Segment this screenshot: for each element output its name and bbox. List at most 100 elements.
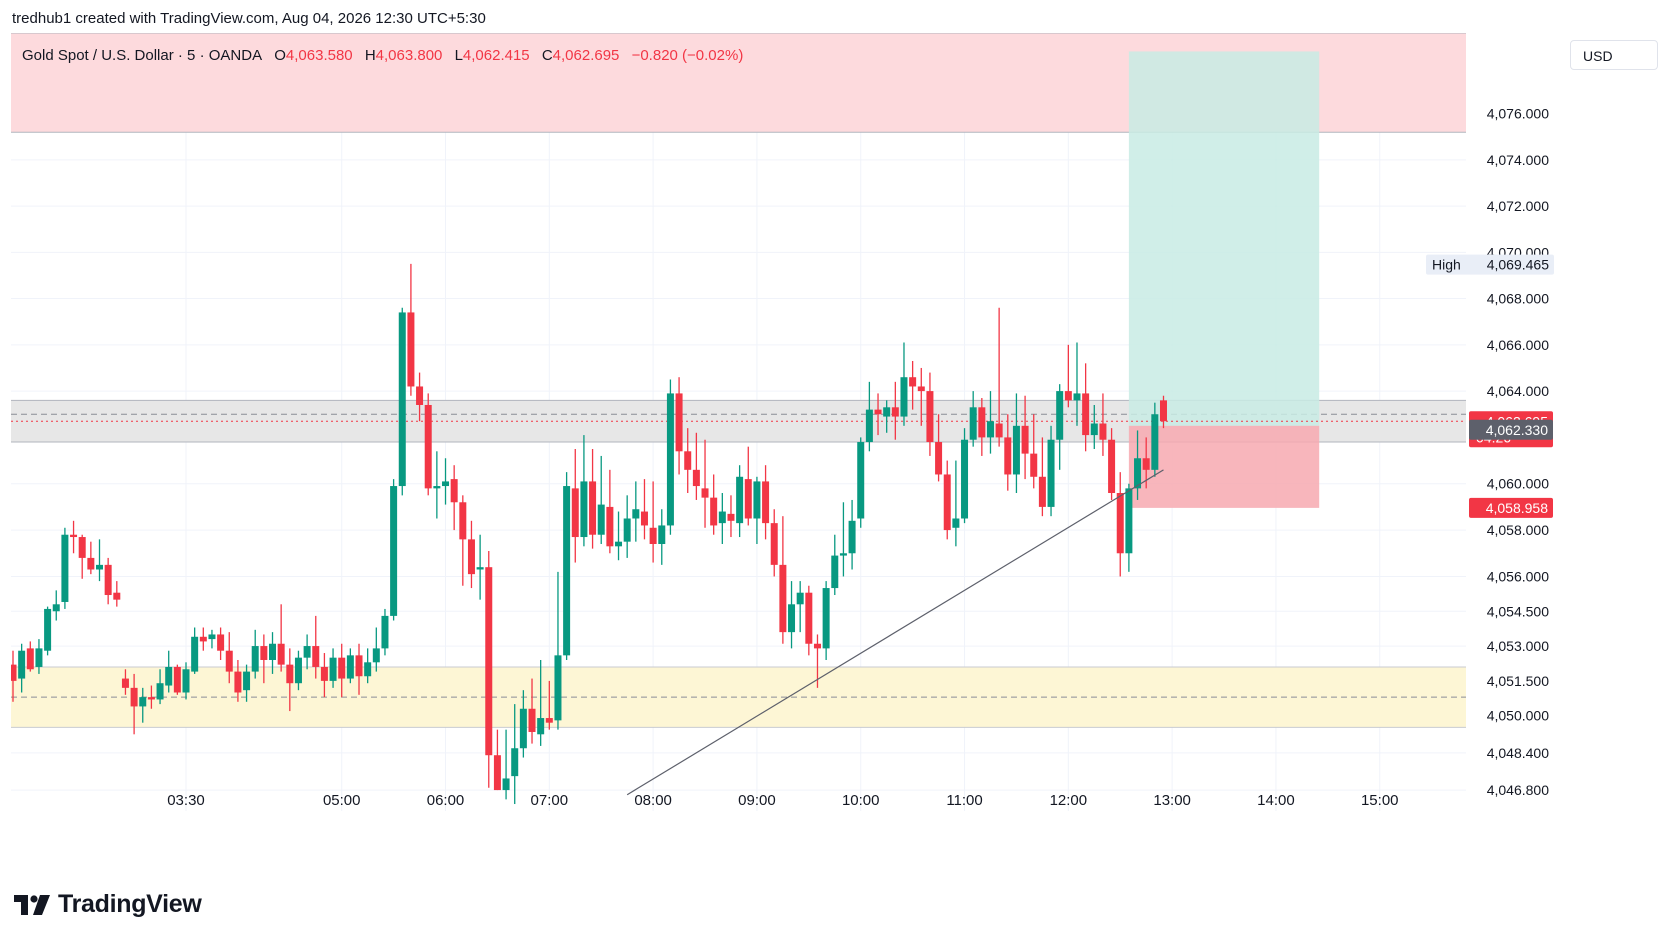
candle[interactable] — [909, 361, 917, 410]
candle[interactable] — [260, 634, 268, 684]
candle[interactable] — [571, 448, 579, 563]
candle[interactable] — [130, 673, 138, 735]
candle[interactable] — [770, 509, 778, 577]
candle[interactable] — [632, 481, 640, 542]
candle[interactable] — [658, 509, 666, 565]
candle[interactable] — [346, 648, 354, 684]
candle[interactable] — [917, 367, 925, 426]
candle[interactable] — [35, 639, 43, 674]
candle[interactable] — [831, 534, 839, 596]
candle[interactable] — [1108, 428, 1116, 500]
candle[interactable] — [1004, 414, 1012, 491]
symbol-label[interactable]: Gold Spot / U.S. Dollar · 5 · OANDA — [22, 47, 263, 64]
candle[interactable] — [191, 627, 199, 674]
candle[interactable] — [883, 400, 891, 433]
candle[interactable] — [113, 581, 121, 607]
candle[interactable] — [943, 460, 951, 540]
candle[interactable] — [225, 632, 233, 684]
candle[interactable] — [416, 372, 424, 422]
candle[interactable] — [1116, 472, 1124, 577]
candle[interactable] — [986, 391, 994, 454]
candle[interactable] — [26, 641, 34, 672]
candle[interactable] — [848, 499, 856, 570]
candle[interactable] — [372, 627, 380, 672]
price-chart[interactable]: 4,046.800 4,048.400 4,050.000 4,051.500 4,05… — [9, 32, 1565, 867]
candle[interactable] — [718, 493, 726, 544]
candle[interactable] — [286, 648, 294, 712]
candle[interactable] — [615, 511, 623, 561]
candle[interactable] — [753, 476, 761, 544]
candle[interactable] — [1073, 342, 1081, 426]
candle[interactable] — [1125, 483, 1133, 572]
candle[interactable] — [312, 615, 320, 679]
candle[interactable] — [597, 455, 605, 544]
candle[interactable] — [251, 629, 259, 679]
candle[interactable] — [857, 437, 865, 528]
candle[interactable] — [467, 520, 475, 589]
candle[interactable] — [563, 472, 571, 660]
candle[interactable] — [805, 585, 813, 656]
tradingview-logo[interactable]: TradingView — [14, 890, 202, 919]
candle[interactable] — [788, 581, 796, 649]
candle[interactable] — [796, 581, 804, 633]
candle[interactable] — [329, 648, 337, 688]
candle[interactable] — [736, 465, 744, 538]
candle[interactable] — [294, 650, 302, 691]
candle[interactable] — [1038, 437, 1046, 517]
candle[interactable] — [104, 557, 112, 605]
candle[interactable] — [139, 687, 147, 723]
candle[interactable] — [381, 608, 389, 656]
candle[interactable] — [519, 690, 527, 758]
candle[interactable] — [865, 381, 873, 452]
candle[interactable] — [1082, 363, 1090, 452]
candle[interactable] — [692, 432, 700, 500]
long-position-target-zone[interactable] — [1128, 51, 1320, 426]
candle[interactable] — [710, 474, 718, 535]
candle[interactable] — [1056, 384, 1064, 470]
candle[interactable] — [450, 465, 458, 531]
candle[interactable] — [727, 495, 735, 538]
candle[interactable] — [243, 664, 251, 702]
candle[interactable] — [476, 534, 484, 600]
candle[interactable] — [78, 534, 86, 579]
candle[interactable] — [961, 428, 969, 524]
candle[interactable] — [1030, 414, 1038, 489]
candle[interactable] — [173, 664, 181, 695]
candle[interactable] — [744, 446, 752, 526]
candle[interactable] — [762, 465, 770, 540]
candle[interactable] — [1159, 395, 1167, 429]
candle[interactable] — [580, 435, 588, 547]
candle[interactable] — [935, 414, 943, 482]
candle[interactable] — [554, 571, 562, 730]
candle[interactable] — [589, 448, 597, 549]
candle[interactable] — [459, 495, 467, 586]
candle[interactable] — [424, 393, 432, 496]
candle[interactable] — [995, 307, 1003, 447]
candle[interactable] — [398, 307, 406, 496]
candle[interactable] — [199, 627, 207, 651]
candle[interactable] — [640, 479, 648, 540]
candle[interactable] — [96, 539, 104, 582]
candle[interactable] — [208, 629, 216, 649]
candle[interactable] — [1064, 344, 1072, 408]
candle[interactable] — [666, 379, 674, 535]
candle[interactable] — [926, 372, 934, 456]
candle[interactable] — [1151, 402, 1159, 477]
candle[interactable] — [320, 653, 328, 698]
chart-area[interactable]: 4,046.800 4,048.400 4,050.000 4,051.500 4,05… — [9, 32, 1565, 867]
candle[interactable] — [545, 680, 553, 730]
candle[interactable] — [269, 632, 277, 674]
candle[interactable] — [364, 648, 372, 684]
candle[interactable] — [121, 669, 129, 695]
candle[interactable] — [277, 604, 285, 672]
candle[interactable] — [9, 650, 17, 702]
candle[interactable] — [874, 393, 882, 436]
candle[interactable] — [511, 704, 519, 805]
candle[interactable] — [1021, 395, 1029, 480]
candle[interactable] — [493, 729, 501, 791]
candle[interactable] — [701, 439, 709, 528]
candle[interactable] — [891, 381, 899, 440]
candle[interactable] — [952, 460, 960, 547]
candle[interactable] — [537, 659, 545, 746]
candle[interactable] — [649, 481, 657, 563]
